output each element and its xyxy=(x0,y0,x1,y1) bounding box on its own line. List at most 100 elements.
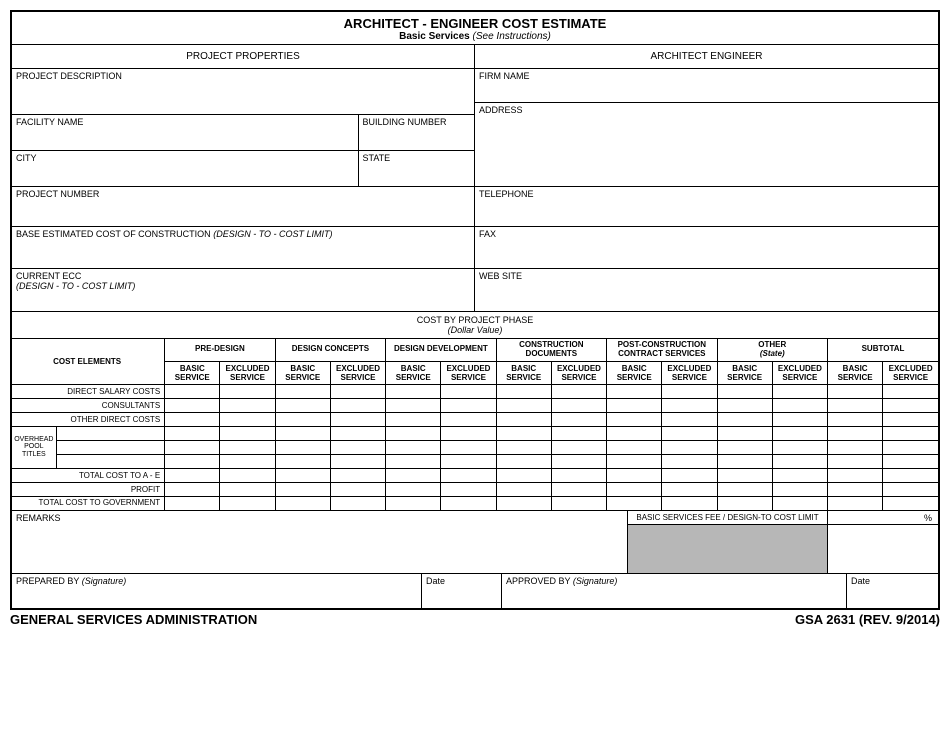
grid-cell[interactable] xyxy=(551,426,606,440)
grid-cell[interactable] xyxy=(441,496,496,510)
grid-cell[interactable] xyxy=(275,426,330,440)
grid-cell[interactable] xyxy=(496,440,551,454)
prepared-date-field[interactable]: Date xyxy=(422,574,502,608)
grid-cell[interactable] xyxy=(441,384,496,398)
grid-cell[interactable] xyxy=(717,468,772,482)
grid-cell[interactable] xyxy=(496,482,551,496)
website-field[interactable]: WEB SITE xyxy=(475,269,938,311)
grid-cell[interactable] xyxy=(828,468,883,482)
project-number-field[interactable]: PROJECT NUMBER xyxy=(12,187,474,227)
grid-cell[interactable] xyxy=(828,398,883,412)
grid-cell[interactable] xyxy=(551,384,606,398)
grid-cell[interactable] xyxy=(772,384,827,398)
grid-cell[interactable] xyxy=(607,398,662,412)
current-ecc-field[interactable]: CURRENT ECC (DESIGN - TO - COST LIMIT) xyxy=(12,269,474,311)
grid-cell[interactable] xyxy=(220,384,275,398)
grid-cell[interactable] xyxy=(883,454,938,468)
grid-cell[interactable] xyxy=(496,398,551,412)
grid-cell[interactable] xyxy=(275,468,330,482)
grid-cell[interactable] xyxy=(828,440,883,454)
grid-cell[interactable] xyxy=(496,454,551,468)
grid-cell[interactable] xyxy=(717,384,772,398)
grid-cell[interactable] xyxy=(165,496,220,510)
grid-cell[interactable] xyxy=(496,412,551,426)
telephone-field[interactable]: TELEPHONE xyxy=(475,187,938,227)
grid-cell[interactable] xyxy=(883,398,938,412)
grid-cell[interactable] xyxy=(883,440,938,454)
grid-cell[interactable] xyxy=(717,440,772,454)
grid-cell[interactable] xyxy=(662,398,717,412)
grid-cell[interactable] xyxy=(441,468,496,482)
grid-cell[interactable] xyxy=(330,440,385,454)
grid-cell[interactable] xyxy=(828,454,883,468)
grid-cell[interactable] xyxy=(717,454,772,468)
grid-cell[interactable] xyxy=(496,468,551,482)
grid-cell[interactable] xyxy=(386,412,441,426)
grid-cell[interactable] xyxy=(551,412,606,426)
grid-cell[interactable] xyxy=(496,496,551,510)
grid-cell[interactable] xyxy=(441,482,496,496)
grid-cell[interactable] xyxy=(330,468,385,482)
grid-cell[interactable] xyxy=(551,482,606,496)
grid-cell[interactable] xyxy=(165,440,220,454)
grid-cell[interactable] xyxy=(607,454,662,468)
grid-cell[interactable] xyxy=(220,412,275,426)
grid-cell[interactable] xyxy=(165,454,220,468)
facility-name-field[interactable]: FACILITY NAME xyxy=(12,115,359,151)
fee-value-field[interactable] xyxy=(828,525,938,573)
grid-cell[interactable] xyxy=(386,426,441,440)
city-field[interactable]: CITY xyxy=(12,151,359,187)
grid-cell[interactable] xyxy=(386,454,441,468)
grid-cell[interactable] xyxy=(607,440,662,454)
approved-by-field[interactable]: APPROVED BY (Signature) xyxy=(502,574,847,608)
grid-cell[interactable] xyxy=(386,440,441,454)
grid-cell[interactable] xyxy=(441,398,496,412)
grid-cell[interactable] xyxy=(717,482,772,496)
grid-cell[interactable] xyxy=(275,440,330,454)
grid-cell[interactable] xyxy=(165,482,220,496)
grid-cell[interactable] xyxy=(220,482,275,496)
remarks-field[interactable] xyxy=(12,525,627,573)
grid-cell[interactable] xyxy=(717,412,772,426)
grid-cell[interactable] xyxy=(220,426,275,440)
grid-cell[interactable] xyxy=(828,496,883,510)
grid-cell[interactable] xyxy=(220,496,275,510)
grid-cell[interactable] xyxy=(441,426,496,440)
grid-cell[interactable] xyxy=(772,482,827,496)
grid-cell[interactable] xyxy=(662,482,717,496)
grid-cell[interactable] xyxy=(883,468,938,482)
grid-cell[interactable] xyxy=(386,482,441,496)
grid-cell[interactable] xyxy=(662,496,717,510)
grid-cell[interactable] xyxy=(275,384,330,398)
address-field[interactable]: ADDRESS xyxy=(475,103,938,187)
grid-cell[interactable] xyxy=(551,398,606,412)
grid-cell[interactable] xyxy=(828,384,883,398)
grid-cell[interactable] xyxy=(220,398,275,412)
grid-cell[interactable] xyxy=(662,454,717,468)
grid-cell[interactable] xyxy=(883,496,938,510)
grid-cell[interactable] xyxy=(772,412,827,426)
grid-cell[interactable] xyxy=(662,426,717,440)
grid-cell[interactable] xyxy=(165,426,220,440)
grid-cell[interactable] xyxy=(330,482,385,496)
grid-cell[interactable] xyxy=(386,384,441,398)
grid-cell[interactable] xyxy=(330,496,385,510)
grid-cell[interactable] xyxy=(496,384,551,398)
grid-cell[interactable] xyxy=(883,482,938,496)
grid-cell[interactable] xyxy=(275,482,330,496)
grid-cell[interactable] xyxy=(883,426,938,440)
grid-cell[interactable] xyxy=(828,482,883,496)
grid-cell[interactable] xyxy=(386,468,441,482)
grid-cell[interactable] xyxy=(662,384,717,398)
grid-cell[interactable] xyxy=(607,468,662,482)
grid-cell[interactable] xyxy=(165,398,220,412)
building-number-field[interactable]: BUILDING NUMBER xyxy=(359,115,475,151)
overhead-row-2-label[interactable] xyxy=(56,440,164,454)
fax-field[interactable]: FAX xyxy=(475,227,938,269)
grid-cell[interactable] xyxy=(607,482,662,496)
grid-cell[interactable] xyxy=(828,412,883,426)
grid-cell[interactable] xyxy=(772,496,827,510)
grid-cell[interactable] xyxy=(883,412,938,426)
state-field[interactable]: STATE xyxy=(359,151,475,187)
grid-cell[interactable] xyxy=(551,468,606,482)
